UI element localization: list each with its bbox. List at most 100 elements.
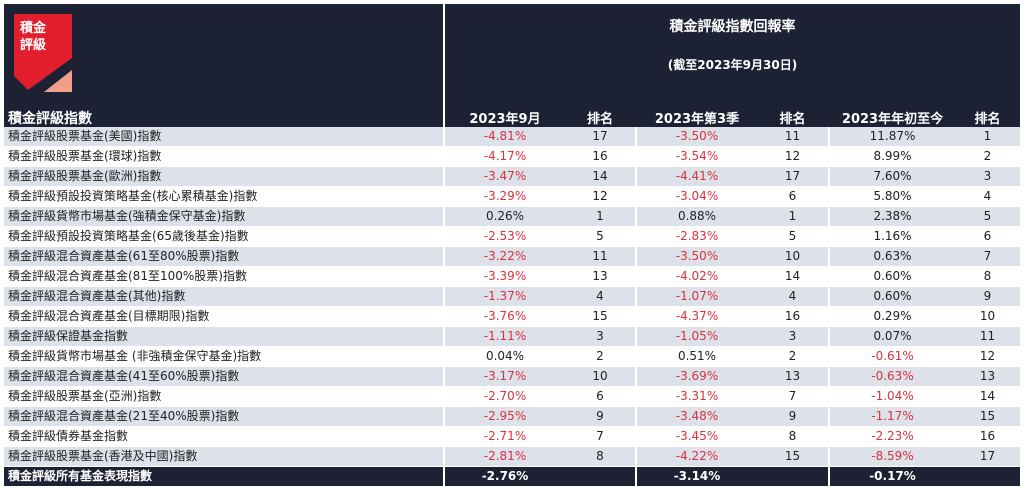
q3-rank: 6 [788,189,797,203]
q3-rank: 7 [788,389,797,403]
ytd-rank: 9 [983,289,992,303]
ytd-return: 8.99% [873,149,912,163]
q3-return: -4.02% [675,269,719,283]
ytd-return: 0.07% [873,329,912,343]
table-body: 積金評級股票基金(美國)指數 -4.81% 17 -3.50% 11 11.87% 1… [4,127,1020,487]
ytd-rank: 12 [979,349,996,363]
ytd-return: -1.04% [871,389,914,403]
table-row: 積金評級混合資產基金(81至100%股票)指數 -3.39% 13 -4.02% 1… [4,267,1020,287]
ytd-return: 7.60% [873,169,912,183]
table-row: 積金評級股票基金(歐洲)指數 -3.47% 14 -4.41% 17 7.60% 3 [4,167,1020,187]
ytd-rank: 14 [979,389,996,403]
index-name: 積金評級債券基金指數 [8,429,129,443]
sep-rank: 13 [592,269,608,283]
q3-return: -3.54% [675,149,719,163]
total-row: 積金評級所有基金表現指數 -2.76% -3.14% -0.17% [4,467,1020,487]
index-name: 積金評級貨幣市場基金 (非強積金保守基金)指數 [8,349,262,363]
table-row: 積金評級貨幣市場基金(強積金保守基金)指數 0.26% 1 0.88% 1 2.38… [4,207,1020,227]
table-row: 積金評級混合資產基金(目標期限)指數 -3.76% 15 -4.37% 16 0.2… [4,307,1020,327]
ytd-return: -0.61% [871,349,914,363]
sep-rank: 9 [596,409,604,423]
index-name: 積金評級股票基金(香港及中國)指數 [4,447,443,466]
sep-return: -3.29% [483,189,527,203]
ytd-return: -0.63% [871,369,914,383]
ytd-return: -8.59% [871,449,914,463]
ytd-return: 0.60% [873,289,912,303]
q3-return: -4.22% [675,449,719,463]
sep-rank: 15 [592,309,608,323]
sep-rank: 12 [592,189,608,203]
sep-rank: 10 [592,369,608,383]
ytd-return: 0.63% [873,249,912,263]
sep-rank: 7 [596,429,604,443]
q3-return: -3.45% [675,429,719,443]
ytd-rank: 11 [979,329,996,343]
ytd-return: -1.17% [871,409,914,423]
sep-return: -2.53% [483,229,527,243]
ytd-rank: 17 [979,449,996,463]
index-name: 積金評級混合資產基金(81至100%股票)指數 [8,269,247,283]
logo: 積金 評級 [14,14,72,92]
ytd-return: 1.16% [873,229,912,243]
q3-return: -3.50% [675,129,719,143]
table-row: 積金評級混合資產基金(61至80%股票)指數 -3.22% 11 -3.50% 10… [4,247,1020,267]
sep-return: 0.26% [485,209,525,223]
q3-return: 0.88% [677,209,717,223]
q3-return: -4.41% [675,169,719,183]
table-row: 積金評級貨幣市場基金 (非強積金保守基金)指數 0.04% 2 0.51% 2 -0… [4,347,1020,367]
table-row: 積金評級預設投資策略基金(核心累積基金)指數 -3.29% 12 -3.04% 6 … [4,187,1020,207]
index-name: 積金評級保證基金指數 [4,327,443,346]
q3-rank: 14 [784,269,801,283]
sep-rank: 4 [596,289,604,303]
column-header-rank: 排名 [974,112,1001,127]
ytd-rank: 13 [979,369,996,383]
q3-rank: 10 [784,249,801,263]
table-row: 積金評級股票基金(環球)指數 -4.17% 16 -3.54% 12 8.99% 2 [4,147,1020,167]
q3-return: 0.51% [677,349,717,363]
svg-text:評級: 評級 [20,37,46,53]
q3-return: -4.37% [675,309,719,323]
sep-return: -3.22% [483,249,527,263]
sep-return: -3.47% [483,169,527,183]
index-name: 積金評級預設投資策略基金(65歲後基金)指數 [8,229,249,243]
index-name: 積金評級股票基金(亞洲)指數 [8,389,162,403]
q3-rank: 1 [788,209,797,223]
table-row: 積金評級股票基金(香港及中國)指數 -2.81% 8 -4.22% 15 -8.59… [4,447,1020,467]
q3-rank: 3 [788,329,797,343]
ytd-rank: 4 [983,189,992,203]
ytd-return: 0.60% [873,269,912,283]
divider [443,4,445,127]
ytd-rank: 5 [983,209,992,223]
column-header-sep: 2023年9月 [469,112,541,127]
table-row: 積金評級混合資產基金(其他)指數 -1.37% 4 -1.07% 4 0.60% 9 [4,287,1020,307]
sep-return: -2.81% [483,449,527,463]
ytd-return: 0.29% [873,309,912,323]
index-name: 積金評級混合資產基金(其他)指數 [4,287,443,306]
q3-rank: 9 [788,409,797,423]
sep-return: -3.76% [483,309,527,323]
column-header-index: 積金評級指數 [8,111,92,127]
sep-rank: 17 [592,129,608,143]
sep-rank: 2 [596,349,604,363]
q3-return: -3.69% [675,369,719,383]
table-title: 積金評級指數回報率 [669,19,796,35]
sep-return: 0.04% [485,349,525,363]
q3-rank: 11 [784,129,801,143]
index-name: 積金評級股票基金(歐洲)指數 [4,167,443,186]
sep-return: -3.39% [483,269,527,283]
sep-rank: 14 [592,169,608,183]
table-row: 積金評級股票基金(美國)指數 -4.81% 17 -3.50% 11 11.87% 1 [4,127,1020,147]
index-name: 積金評級預設投資策略基金(核心累積基金)指數 [8,189,258,203]
q3-rank: 17 [784,169,801,183]
q3-return: -3.04% [675,189,719,203]
q3-rank: 12 [784,149,801,163]
column-header-rank: 排名 [586,112,613,127]
q3-rank: 2 [788,349,797,363]
sep-rank: 1 [596,209,604,223]
q3-return: -1.07% [675,289,719,303]
table-row: 積金評級股票基金(亞洲)指數 -2.70% 6 -3.31% 7 -1.04% 14 [4,387,1020,407]
table-row: 積金評級債券基金指數 -2.71% 7 -3.45% 8 -2.23% 16 [4,427,1020,447]
sep-return: -1.11% [483,329,527,343]
q3-return: -2.83% [675,229,719,243]
q3-rank: 13 [784,369,801,383]
